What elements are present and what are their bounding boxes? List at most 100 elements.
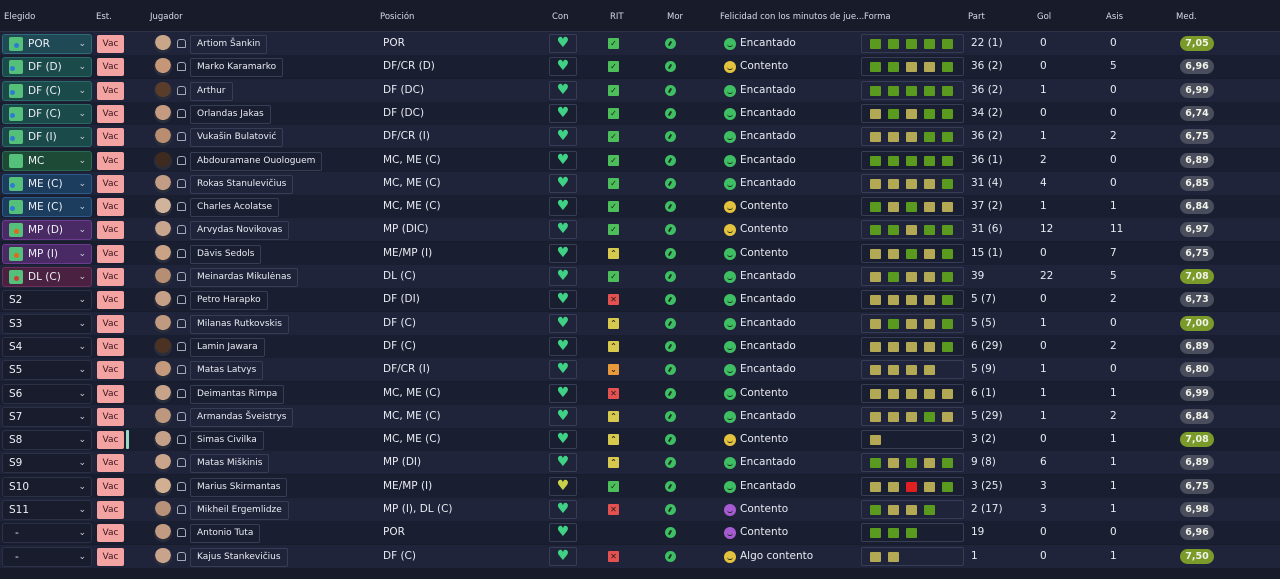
header-med[interactable]: Med.	[1176, 12, 1197, 22]
selection-dropdown[interactable]: MC ⌄	[2, 150, 92, 171]
selection-dropdown[interactable]: S11 ⌄	[2, 500, 92, 520]
selection-dropdown[interactable]: DF (I) ⌄	[2, 127, 92, 148]
player-name-link[interactable]: Deimantas Rimpa	[190, 384, 285, 404]
selection-dropdown[interactable]: - ⌄	[2, 546, 92, 567]
table-row[interactable]: S11 ⌄ Vac Mikheil Ergemlidze MP (I), DL (C) ♥…	[0, 498, 1280, 521]
table-row[interactable]: MP (I) ⌄ Vac Dāvis Sedols ME/MP (I) ♥ ⌃ Content…	[0, 241, 1280, 265]
status-vac-button[interactable]: Vac	[97, 337, 124, 356]
header-posicion[interactable]: Posición	[380, 12, 415, 22]
player-info-icon[interactable]	[177, 435, 186, 445]
selection-dropdown[interactable]: S7 ⌄	[2, 406, 92, 427]
player-name-link[interactable]: Meinardas Mikulėnas	[190, 268, 299, 287]
status-vac-button[interactable]: Vac	[97, 384, 124, 403]
player-info-icon[interactable]	[177, 458, 186, 468]
selection-dropdown[interactable]: S9 ⌄	[2, 453, 92, 474]
selection-dropdown[interactable]: POR ⌄	[2, 34, 92, 54]
status-vac-button[interactable]: Vac	[97, 477, 124, 496]
status-vac-button[interactable]: Vac	[97, 547, 124, 566]
header-rit[interactable]: RIT	[610, 12, 624, 22]
table-row[interactable]: S9 ⌄ Vac Matas Miškinis MP (DI) ♥ ⌃ Encantado 9 …	[0, 451, 1280, 475]
player-name-link[interactable]: Matas Latvys	[190, 361, 264, 381]
status-vac-button[interactable]: Vac	[97, 128, 124, 147]
player-info-icon[interactable]	[177, 178, 186, 188]
table-row[interactable]: MC ⌄ Vac Abdouramane Ouologuem MC, ME (C) ♥ ✓ E…	[0, 148, 1280, 172]
status-vac-button[interactable]: Vac	[97, 268, 124, 286]
player-name-link[interactable]: Lamin Jawara	[190, 337, 265, 357]
player-info-icon[interactable]	[177, 85, 186, 95]
header-est[interactable]: Est.	[96, 12, 112, 22]
status-vac-button[interactable]: Vac	[97, 81, 124, 100]
selection-dropdown[interactable]: DF (C) ⌄	[2, 103, 92, 124]
status-vac-button[interactable]: Vac	[97, 361, 124, 380]
player-info-icon[interactable]	[177, 132, 186, 142]
status-vac-button[interactable]: Vac	[97, 454, 124, 473]
player-name-link[interactable]: Arthur	[190, 81, 233, 101]
player-info-icon[interactable]	[177, 225, 186, 235]
table-row[interactable]: S8 ⌄ Vac Simas Civilka MC, ME (C) ♥ ⌃ Contento 3…	[0, 428, 1280, 452]
table-row[interactable]: DF (C) ⌄ Vac Arthur DF (DC) ♥ ✓ Encantado 36 (2)…	[0, 78, 1280, 102]
player-info-icon[interactable]	[177, 551, 186, 561]
player-info-icon[interactable]	[177, 272, 186, 281]
player-info-icon[interactable]	[177, 528, 186, 538]
player-name-link[interactable]: Kajus Stankevičius	[190, 547, 288, 567]
table-row[interactable]: DF (I) ⌄ Vac Vukašin Bulatović DF/CR (I) ♥ ✓ En…	[0, 125, 1280, 149]
table-row[interactable]: S4 ⌄ Vac Lamin Jawara DF (C) ♥ ⌃ Encantado 6 (29…	[0, 334, 1280, 358]
table-row[interactable]: MP (D) ⌄ Vac Arvydas Novikovas MP (DIC) ♥ ✓ Con…	[0, 218, 1280, 242]
player-name-link[interactable]: Milanas Rutkovskis	[190, 314, 289, 334]
status-vac-button[interactable]: Vac	[97, 104, 124, 123]
header-part[interactable]: Part	[968, 12, 985, 22]
header-asis[interactable]: Asis	[1106, 12, 1124, 22]
player-info-icon[interactable]	[177, 248, 186, 258]
header-mor[interactable]: Mor	[667, 12, 684, 22]
status-vac-button[interactable]: Vac	[97, 431, 124, 450]
player-name-link[interactable]: Simas Civilka	[190, 431, 264, 451]
table-row[interactable]: DL (C) ⌄ Vac Meinardas Mikulėnas DL (C) ♥ ✓ Enc…	[0, 265, 1280, 288]
table-row[interactable]: S2 ⌄ Vac Petro Harapko DF (DI) ♥ ✕ Encantado 5 (…	[0, 288, 1280, 312]
selection-dropdown[interactable]: DL (C) ⌄	[2, 267, 92, 287]
selection-dropdown[interactable]: S5 ⌄	[2, 360, 92, 381]
player-name-link[interactable]: Antonio Tuta	[190, 524, 261, 544]
header-forma[interactable]: Forma	[864, 12, 891, 22]
header-gol[interactable]: Gol	[1037, 12, 1052, 22]
status-vac-button[interactable]: Vac	[97, 291, 124, 310]
selection-dropdown[interactable]: DF (D) ⌄	[2, 57, 92, 78]
player-info-icon[interactable]	[177, 202, 186, 212]
selection-dropdown[interactable]: S2 ⌄	[2, 290, 92, 311]
status-vac-button[interactable]: Vac	[97, 198, 124, 217]
player-info-icon[interactable]	[177, 62, 186, 72]
header-elegido[interactable]: Elegido	[4, 12, 36, 22]
status-vac-button[interactable]: Vac	[97, 151, 124, 170]
player-info-icon[interactable]	[177, 411, 186, 421]
player-name-link[interactable]: Charles Acolatse	[190, 198, 280, 218]
table-row[interactable]: DF (C) ⌄ Vac Orlandas Jakas DF (DC) ♥ ✓ Encanta…	[0, 101, 1280, 125]
player-name-link[interactable]: Marko Karamarko	[190, 58, 284, 78]
player-info-icon[interactable]	[177, 39, 186, 48]
player-name-link[interactable]: Artiom Šankin	[190, 35, 268, 54]
table-row[interactable]: S5 ⌄ Vac Matas Latvys DF/CR (I) ♥ ⌄ Encantado 5 …	[0, 358, 1280, 382]
selection-dropdown[interactable]: S8 ⌄	[2, 430, 92, 451]
header-con[interactable]: Con	[552, 12, 569, 22]
selection-dropdown[interactable]: S3 ⌄	[2, 313, 92, 334]
status-vac-button[interactable]: Vac	[97, 221, 124, 240]
player-info-icon[interactable]	[177, 365, 186, 375]
player-name-link[interactable]: Matas Miškinis	[190, 454, 270, 474]
table-row[interactable]: POR ⌄ Vac Artiom Šankin POR ♥ ✓ Encantado 22 (1)…	[0, 32, 1280, 55]
status-vac-button[interactable]: Vac	[97, 58, 124, 77]
player-info-icon[interactable]	[177, 505, 186, 514]
player-name-link[interactable]: Marius Skirmantas	[190, 477, 288, 497]
player-name-link[interactable]: Mikheil Ergemlidze	[190, 501, 289, 520]
selection-dropdown[interactable]: MP (D) ⌄	[2, 220, 92, 241]
status-vac-button[interactable]: Vac	[97, 407, 124, 426]
selection-dropdown[interactable]: ME (C) ⌄	[2, 197, 92, 218]
player-info-icon[interactable]	[177, 155, 186, 165]
player-info-icon[interactable]	[177, 108, 186, 118]
table-row[interactable]: - ⌄ Vac Antonio Tuta POR ♥ Contento 19 0 0 6,96	[0, 521, 1280, 545]
table-row[interactable]: S7 ⌄ Vac Armandas Šveistrys MC, ME (C) ♥ ⌃ Enca…	[0, 404, 1280, 428]
header-jugador[interactable]: Jugador	[150, 12, 183, 22]
selection-dropdown[interactable]: MP (I) ⌄	[2, 243, 92, 264]
player-name-link[interactable]: Abdouramane Ouologuem	[190, 151, 323, 171]
status-vac-button[interactable]: Vac	[97, 174, 124, 193]
player-name-link[interactable]: Orlandas Jakas	[190, 104, 271, 124]
selection-dropdown[interactable]: ME (C) ⌄	[2, 173, 92, 194]
player-info-icon[interactable]	[177, 341, 186, 351]
